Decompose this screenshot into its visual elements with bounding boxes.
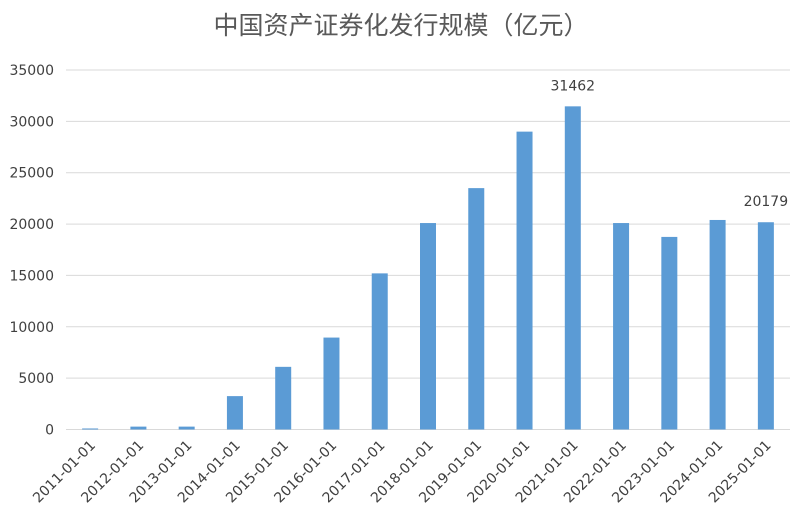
y-tick-label: 5000 (18, 371, 54, 387)
bar-2025-01-01 (757, 222, 774, 430)
bar-2019-01-01 (468, 188, 485, 430)
bar-2012-01-01 (130, 426, 147, 430)
y-tick-label: 15000 (9, 268, 54, 284)
bar-2017-01-01 (371, 273, 388, 430)
bar-2015-01-01 (275, 366, 292, 430)
bar-2014-01-01 (226, 396, 243, 430)
bar-2024-01-01 (709, 219, 726, 430)
y-tick-label: 25000 (9, 166, 54, 182)
y-tick-label: 0 (45, 423, 54, 439)
bar-2011-01-01 (82, 428, 99, 430)
y-tick-label: 10000 (9, 320, 54, 336)
bar-2021-01-01 (564, 106, 581, 430)
chart-title: 中国资产证券化发行规模（亿元） (213, 11, 588, 40)
bar-2016-01-01 (323, 337, 340, 430)
data-label: 20179 (744, 194, 789, 210)
bar-2013-01-01 (178, 426, 195, 430)
bar-2023-01-01 (661, 236, 678, 430)
bar-2020-01-01 (516, 131, 533, 430)
y-tick-label: 35000 (9, 63, 54, 79)
y-tick-label: 30000 (9, 114, 54, 130)
bar-2022-01-01 (613, 223, 630, 430)
data-label: 31462 (551, 78, 596, 94)
y-tick-label: 20000 (9, 217, 54, 233)
bar-2018-01-01 (420, 223, 436, 430)
